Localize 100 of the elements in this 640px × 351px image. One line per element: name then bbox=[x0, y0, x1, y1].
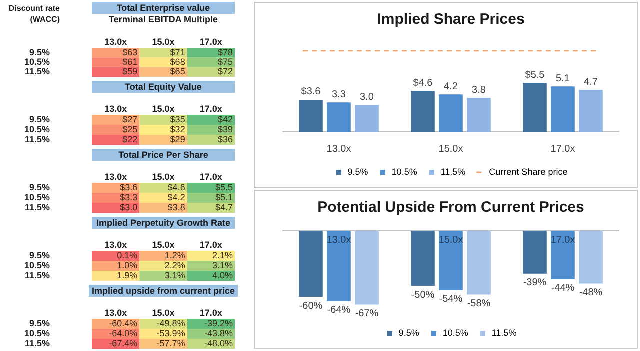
data-label: -49.8% bbox=[156, 318, 186, 328]
data-label: -48% bbox=[579, 288, 603, 299]
data-label: $3.6 bbox=[301, 86, 322, 98]
chart-title: Total Price Per Share bbox=[118, 150, 208, 160]
chart-title: Total Equity Value bbox=[125, 82, 202, 92]
y-tick-label: 10.5% bbox=[24, 124, 50, 134]
x-tick-label: 13.0x bbox=[104, 36, 128, 47]
legend-label: 9.5% bbox=[348, 166, 368, 177]
bar bbox=[579, 90, 603, 132]
legend-label: 10.5% bbox=[442, 328, 468, 338]
data-label: -64% bbox=[327, 305, 351, 316]
data-label: 5.1 bbox=[556, 73, 570, 84]
data-label: $3.8 bbox=[168, 202, 186, 212]
legend-label: 9.5% bbox=[398, 328, 420, 338]
data-label: $65 bbox=[170, 66, 186, 77]
data-label: $3.3 bbox=[120, 192, 138, 202]
y-tick-label: 11.5% bbox=[24, 338, 50, 348]
x-tick-label: 13.0x bbox=[104, 104, 128, 114]
data-label: $75 bbox=[218, 56, 233, 67]
y-axis-title: Discount rate (WACC) bbox=[8, 4, 61, 24]
data-label: $35 bbox=[170, 114, 186, 124]
chart-title: Implied upside from current price bbox=[92, 286, 236, 296]
data-label: -67% bbox=[355, 308, 379, 320]
chart-title: Implied Share Prices bbox=[377, 11, 525, 28]
y-tick-label: 9.5% bbox=[29, 250, 50, 260]
x-tick-label: 15.0x bbox=[152, 308, 175, 318]
data-label: -57.7% bbox=[156, 338, 186, 348]
y-tick-label: 10.5% bbox=[24, 56, 50, 67]
data-label: 2.2% bbox=[164, 260, 186, 270]
data-label: -67.4% bbox=[109, 338, 138, 348]
data-label: 3.1% bbox=[164, 270, 186, 280]
y-tick-label: 10.5% bbox=[24, 192, 50, 202]
data-label: 3.8 bbox=[472, 84, 486, 96]
x-tick-label: 13.0x bbox=[104, 240, 128, 250]
x-tick-label: 13.0x bbox=[104, 308, 128, 318]
data-label: $78 bbox=[218, 47, 233, 58]
data-label: $59 bbox=[122, 66, 138, 77]
y-tick-label: 9.5% bbox=[29, 114, 50, 124]
y-tick-label: 9.5% bbox=[29, 318, 50, 328]
chart-subtitle: Terminal EBITDA Multiple bbox=[108, 14, 218, 24]
data-label: $3.6 bbox=[120, 182, 138, 192]
x-tick-label: 13.0x bbox=[326, 144, 352, 155]
bar bbox=[299, 100, 323, 132]
y-tick-label: 9.5% bbox=[29, 182, 50, 192]
data-label: 1.2% bbox=[164, 250, 186, 260]
data-label: -39% bbox=[523, 278, 547, 289]
legend-label: 10.5% bbox=[392, 166, 418, 177]
data-label: -53.9% bbox=[156, 328, 186, 338]
bar bbox=[523, 83, 547, 132]
data-label: $5.1 bbox=[215, 192, 233, 202]
data-label: -60.4% bbox=[109, 318, 138, 328]
chart-title: Total Enterprise value bbox=[116, 2, 210, 13]
x-tick-label: 17.0x bbox=[200, 240, 222, 250]
chart-title: Potential Upside From Current Prices bbox=[318, 199, 584, 216]
data-label: $4.6 bbox=[168, 182, 186, 192]
data-label: 1.9% bbox=[117, 270, 138, 280]
data-label: 0.1% bbox=[117, 250, 138, 260]
x-tick-label: 13.0x bbox=[104, 172, 128, 182]
y-tick-label: 11.5% bbox=[24, 66, 50, 77]
data-label: $71 bbox=[170, 47, 186, 58]
data-label: $29 bbox=[170, 134, 186, 144]
x-tick-label: 17.0x bbox=[200, 104, 222, 114]
data-label: 1.0% bbox=[117, 260, 138, 270]
bar bbox=[327, 102, 351, 132]
data-label: -50% bbox=[411, 290, 435, 301]
data-label: 4.0% bbox=[212, 270, 233, 280]
x-tick-label: 15.0x bbox=[152, 240, 175, 250]
data-label: $63 bbox=[122, 47, 138, 58]
x-tick-label: 17.0x bbox=[200, 36, 222, 47]
data-label: $25 bbox=[122, 124, 138, 134]
legend-label: 11.5% bbox=[440, 166, 466, 177]
x-tick-label: 15.0x bbox=[152, 104, 175, 114]
data-label: -60% bbox=[299, 300, 323, 312]
data-label: $27 bbox=[122, 114, 138, 124]
data-label: 4.2 bbox=[444, 81, 458, 92]
bar bbox=[411, 91, 435, 132]
x-tick-label: 15.0x bbox=[438, 144, 464, 155]
data-label: $32 bbox=[170, 124, 186, 134]
data-label: $36 bbox=[218, 134, 233, 144]
data-label: $39 bbox=[218, 124, 233, 134]
x-tick-label: 17.0x bbox=[200, 308, 222, 318]
data-label: -58% bbox=[467, 298, 491, 310]
y-tick-label: 11.5% bbox=[24, 202, 50, 212]
data-label: -48.0% bbox=[204, 338, 233, 348]
bar bbox=[439, 94, 463, 132]
x-tick-label: 15.0x bbox=[152, 172, 175, 182]
data-label: $22 bbox=[122, 134, 138, 144]
data-label: -64.0% bbox=[109, 328, 138, 338]
data-label: $72 bbox=[218, 66, 233, 77]
data-label: -43.8% bbox=[204, 328, 233, 338]
bar bbox=[467, 98, 491, 132]
data-label: 2.1% bbox=[212, 250, 233, 260]
data-label: -44% bbox=[551, 283, 575, 294]
data-label: $4.2 bbox=[168, 192, 186, 202]
data-label: $3.0 bbox=[120, 202, 138, 212]
chart-title: Implied Perpetuity Growth Rate bbox=[96, 218, 231, 228]
data-label: $4.7 bbox=[215, 202, 233, 212]
legend-label: 11.5% bbox=[492, 328, 517, 338]
y-tick-label: 11.5% bbox=[24, 270, 50, 280]
y-tick-label: 10.5% bbox=[24, 260, 50, 270]
